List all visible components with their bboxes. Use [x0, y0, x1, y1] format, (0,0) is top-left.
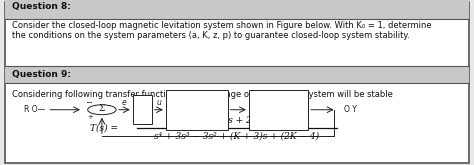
Text: (s + z): (s + z)	[186, 97, 208, 104]
Text: Σ: Σ	[99, 104, 105, 113]
Bar	[133, 95, 152, 124]
Bar	[249, 90, 308, 130]
Text: e: e	[122, 98, 127, 107]
Text: u: u	[156, 98, 161, 107]
Text: R O—: R O—	[24, 105, 45, 114]
Text: Question 9:: Question 9:	[12, 70, 71, 79]
Text: K(s + 2): K(s + 2)	[219, 115, 255, 124]
Bar	[5, 0, 469, 19]
Text: (s + p): (s + p)	[185, 115, 208, 122]
Text: T(s) =: T(s) =	[90, 123, 118, 132]
Text: the conditions on the system parameters (a, K, z, p) to guarantee closed-loop sy: the conditions on the system parameters …	[12, 31, 410, 40]
Text: K: K	[139, 105, 145, 114]
Text: Consider the closed-loop magnetic levitation system shown in Figure below. With : Consider the closed-loop magnetic levita…	[12, 21, 431, 30]
Text: −: −	[86, 98, 92, 107]
Bar	[166, 90, 228, 130]
Text: +: +	[88, 114, 93, 120]
Text: s⁴ + 3s³ − 3s² + (K + 3)s + (2K − 4): s⁴ + 3s³ − 3s² + (K + 3)s + (2K − 4)	[155, 132, 319, 141]
Text: K₀: K₀	[275, 98, 282, 104]
Text: Question 8:: Question 8:	[12, 2, 71, 11]
Bar	[5, 66, 469, 82]
Text: Considering following transfer function, find the range of K for which system wi: Considering following transfer function,…	[12, 90, 393, 99]
Text: (s² − a²): (s² − a²)	[265, 116, 292, 122]
Text: O Y: O Y	[344, 105, 356, 114]
